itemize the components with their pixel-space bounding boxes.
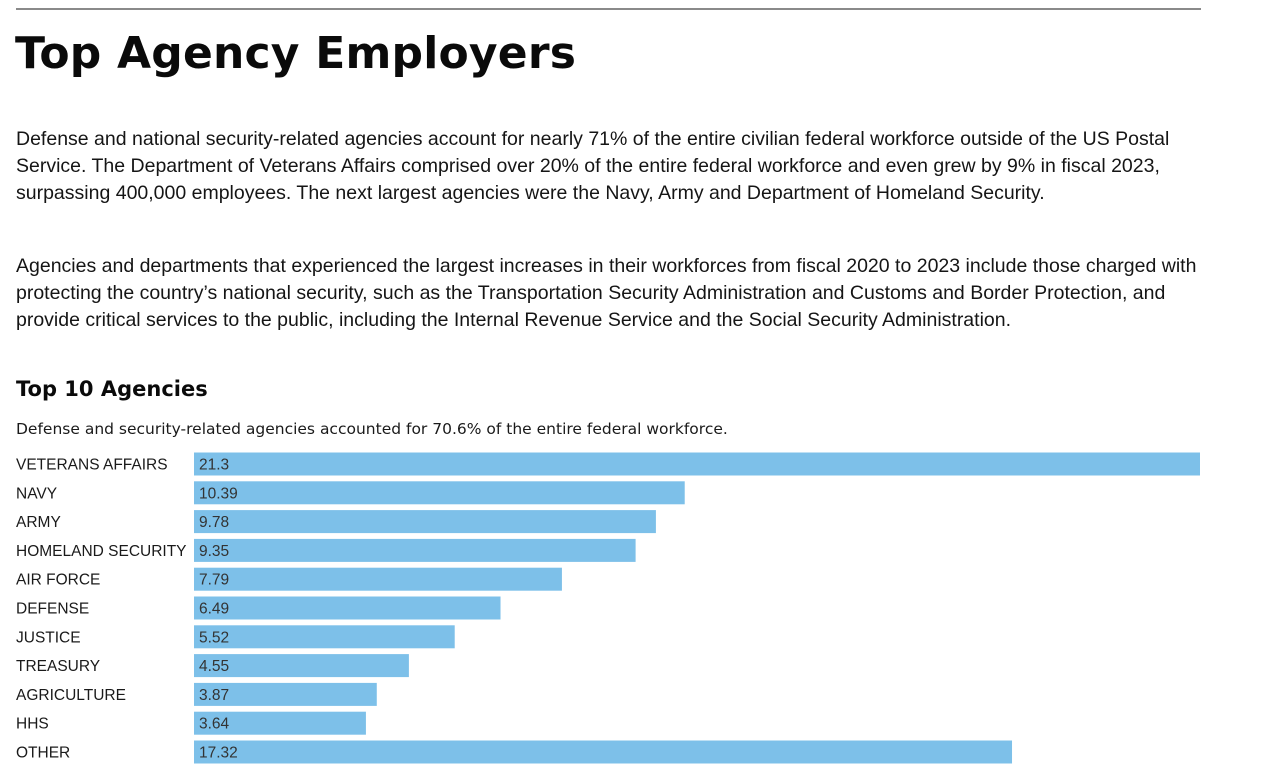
top-divider xyxy=(16,8,1201,10)
category-label-veterans-affairs: VETERANS AFFAIRS xyxy=(16,457,168,474)
value-label-army: 9.78 xyxy=(199,514,229,531)
chart-subtitle: Defense and security-related agencies ac… xyxy=(16,420,728,438)
value-label-agriculture: 3.87 xyxy=(199,687,229,704)
value-label-navy: 10.39 xyxy=(199,485,238,502)
category-label-treasury: TREASURY xyxy=(16,658,100,675)
bar-hhs xyxy=(194,711,366,735)
bar-other xyxy=(194,740,1013,764)
category-label-army: ARMY xyxy=(16,514,61,531)
category-label-hhs: HHS xyxy=(16,716,49,733)
category-label-air-force: AIR FORCE xyxy=(16,572,100,589)
value-label-veterans-affairs: 21.3 xyxy=(199,457,229,474)
value-label-other: 17.32 xyxy=(199,745,238,762)
bar-treasury xyxy=(194,654,409,678)
value-label-justice: 5.52 xyxy=(199,629,229,646)
page-title: Top Agency Employers xyxy=(15,28,577,79)
bar-army xyxy=(194,510,656,534)
category-label-homeland-security: HOMELAND SECURITY xyxy=(16,543,187,560)
value-label-defense: 6.49 xyxy=(199,601,229,618)
bar-veterans-affairs xyxy=(194,452,1200,476)
bar-navy xyxy=(194,481,685,505)
bar-defense xyxy=(194,596,501,620)
bar-air-force xyxy=(194,567,562,591)
value-label-homeland-security: 9.35 xyxy=(199,543,229,560)
bar-agriculture xyxy=(194,682,377,706)
category-label-justice: JUSTICE xyxy=(16,629,81,646)
category-label-defense: DEFENSE xyxy=(16,601,89,618)
category-label-agriculture: AGRICULTURE xyxy=(16,687,126,704)
category-label-other: OTHER xyxy=(16,745,70,762)
intro-paragraph-2: Agencies and departments that experience… xyxy=(16,255,1197,331)
intro-paragraph-1: Defense and national security-related ag… xyxy=(16,128,1170,204)
chart-title: Top 10 Agencies xyxy=(16,377,208,401)
value-label-hhs: 3.64 xyxy=(199,716,230,733)
value-label-air-force: 7.79 xyxy=(199,572,229,589)
bar-homeland-security xyxy=(194,538,636,562)
bar-justice xyxy=(194,625,455,649)
value-label-treasury: 4.55 xyxy=(199,658,229,675)
category-label-navy: NAVY xyxy=(16,485,57,502)
